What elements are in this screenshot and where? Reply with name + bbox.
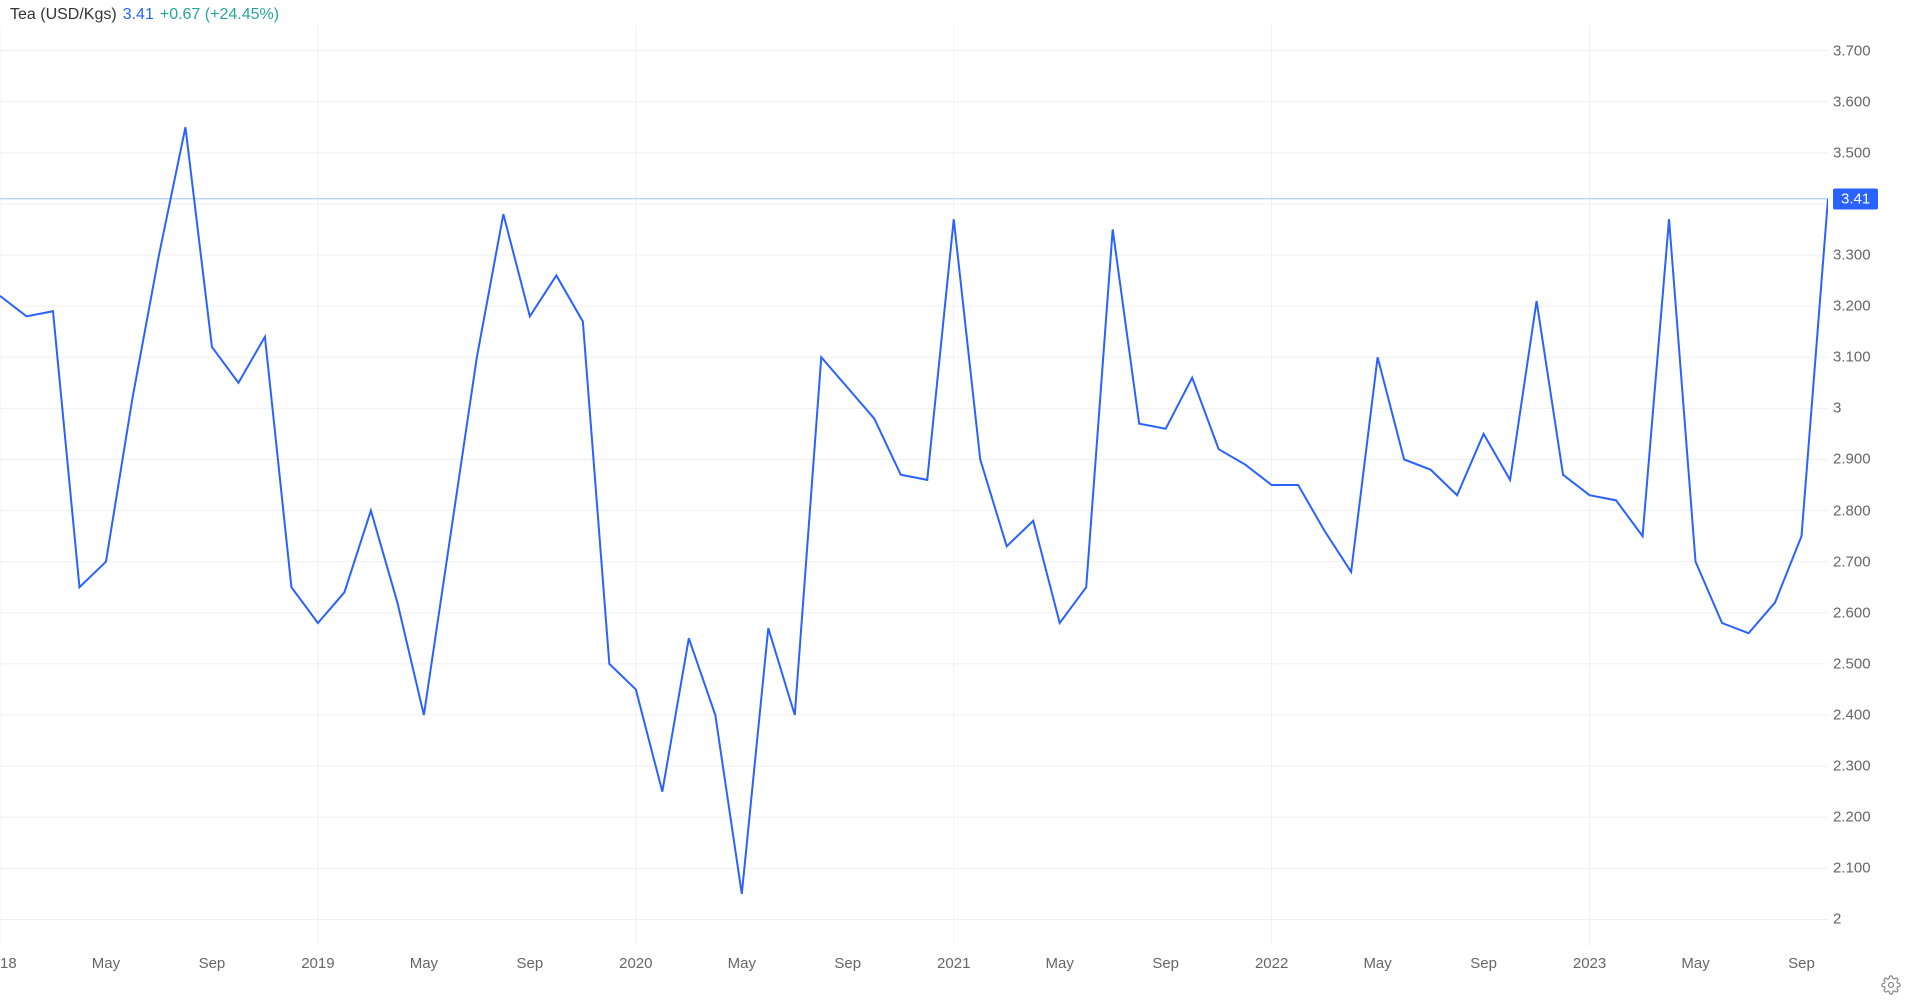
current-price-badge: 3.41 [1833,188,1878,209]
x-tick-label: Sep [834,955,861,972]
y-tick-label: 2.800 [1833,502,1871,519]
y-tick-label: 2.300 [1833,758,1871,775]
x-tick-label: May [728,955,756,972]
x-tick-label: May [1363,955,1391,972]
y-tick-label: 2.900 [1833,451,1871,468]
y-tick-label: 3 [1833,400,1841,417]
x-tick-label: May [410,955,438,972]
y-tick-label: 2.700 [1833,553,1871,570]
x-tick-label: Sep [1152,955,1179,972]
y-tick-label: 3.500 [1833,144,1871,161]
x-tick-label: Sep [516,955,543,972]
y-tick-label: 2.600 [1833,604,1871,621]
y-axis: 2 2.100 2.200 2.300 2.400 2.500 2.600 2.700 2.80… [1833,25,1913,945]
x-tick-label: May [1046,955,1074,972]
commodity-title: Tea (USD/Kgs) [10,6,117,24]
x-tick-label: May [1681,955,1709,972]
y-tick-label: 3.100 [1833,349,1871,366]
y-tick-label: 3.700 [1833,42,1871,59]
x-tick-label: Sep [1470,955,1497,972]
y-tick-label: 2.200 [1833,809,1871,826]
y-tick-label: 3.200 [1833,298,1871,315]
y-tick-label: 3.600 [1833,93,1871,110]
y-tick-label: 2.100 [1833,860,1871,877]
x-tick-label: May [92,955,120,972]
x-tick-label: 2019 [301,955,334,972]
x-tick-label: 2022 [1255,955,1288,972]
chart-header: Tea (USD/Kgs) 3.41 +0.67 (+24.45%) [10,6,279,24]
y-tick-label: 2 [1833,911,1841,928]
y-tick-label: 3.300 [1833,247,1871,264]
y-tick-label: 2.400 [1833,707,1871,724]
x-axis: 2018 May Sep 2019 May Sep 2020 May Sep 2021 May Sep… [0,955,1828,985]
settings-icon[interactable] [1881,975,1901,995]
change-value: +0.67 (+24.45%) [160,6,279,24]
chart-svg [0,25,1828,945]
chart-container: Tea (USD/Kgs) 3.41 +0.67 (+24.45%) 2 2.10… [0,0,1913,1007]
x-tick-label: Sep [1788,955,1815,972]
plot-area[interactable] [0,25,1828,945]
current-value: 3.41 [123,6,154,24]
x-tick-label: 2018 [0,955,17,972]
x-tick-label: 2021 [937,955,970,972]
x-tick-label: 2020 [619,955,652,972]
y-tick-label: 2.500 [1833,655,1871,672]
x-tick-label: Sep [199,955,226,972]
x-tick-label: 2023 [1573,955,1606,972]
